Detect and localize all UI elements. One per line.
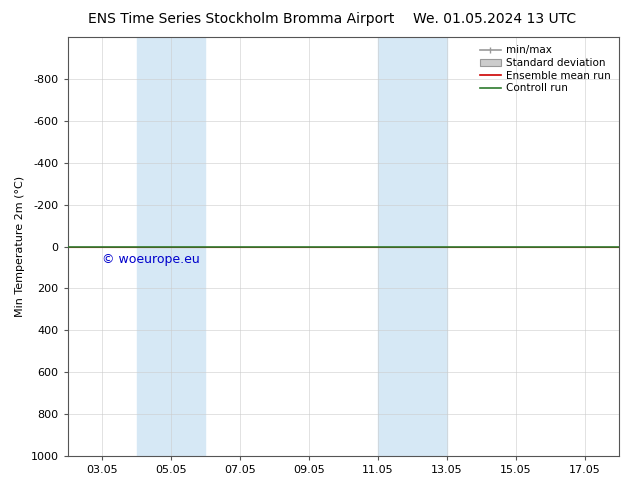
Text: We. 01.05.2024 13 UTC: We. 01.05.2024 13 UTC (413, 12, 576, 26)
Text: © woeurope.eu: © woeurope.eu (102, 253, 200, 266)
Text: ENS Time Series Stockholm Bromma Airport: ENS Time Series Stockholm Bromma Airport (87, 12, 394, 26)
Y-axis label: Min Temperature 2m (°C): Min Temperature 2m (°C) (15, 176, 25, 317)
Bar (136, 37, 205, 456)
Bar (378, 37, 447, 456)
Legend: min/max, Standard deviation, Ensemble mean run, Controll run: min/max, Standard deviation, Ensemble me… (477, 42, 614, 97)
